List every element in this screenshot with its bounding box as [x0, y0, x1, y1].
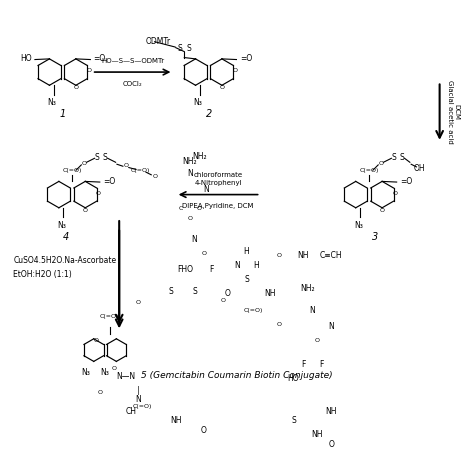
Text: H: H [244, 246, 249, 255]
Text: EtOH:H2O (1:1): EtOH:H2O (1:1) [13, 270, 72, 279]
Text: O: O [380, 208, 384, 213]
Text: O: O [201, 426, 207, 435]
Text: NH: NH [326, 407, 337, 416]
Text: CuSO4.5H2O.Na-Ascorbate: CuSO4.5H2O.Na-Ascorbate [13, 256, 116, 265]
Text: N₃: N₃ [81, 368, 90, 377]
Text: C(=O): C(=O) [244, 308, 263, 312]
Text: N₃: N₃ [48, 99, 56, 108]
Text: S: S [400, 153, 404, 162]
Text: C(=O): C(=O) [133, 404, 153, 409]
Text: S: S [103, 153, 108, 162]
Text: O: O [136, 301, 141, 305]
Text: NH: NH [311, 430, 323, 439]
Text: C(=O): C(=O) [63, 168, 82, 173]
Text: O: O [73, 85, 78, 91]
Text: S: S [95, 153, 100, 162]
Text: 2: 2 [206, 109, 212, 119]
Text: N₃: N₃ [57, 221, 66, 230]
Text: S: S [192, 287, 197, 296]
Text: O: O [83, 208, 88, 213]
Text: =O: =O [94, 55, 106, 64]
Text: N: N [187, 169, 193, 178]
Text: OH: OH [413, 164, 425, 173]
Text: O: O [187, 216, 192, 221]
Text: HO—S—S—ODMTr: HO—S—S—ODMTr [101, 57, 164, 64]
Text: O: O [197, 206, 202, 211]
Text: F: F [319, 360, 324, 369]
Text: NH₂: NH₂ [301, 284, 315, 293]
Text: N₃: N₃ [100, 368, 109, 377]
Text: O: O [112, 366, 117, 372]
Text: NH: NH [170, 416, 182, 425]
Text: 4: 4 [63, 231, 69, 242]
Text: S: S [177, 44, 182, 53]
Text: N: N [328, 322, 334, 331]
Text: 1: 1 [60, 109, 66, 119]
Text: =O: =O [240, 55, 252, 64]
Text: S: S [392, 153, 396, 162]
Text: =O: =O [400, 177, 412, 186]
Text: N₃: N₃ [194, 99, 202, 108]
Text: S: S [244, 275, 249, 284]
Text: H: H [253, 261, 259, 270]
Text: O: O [378, 161, 383, 166]
Text: O: O [233, 68, 237, 73]
Text: O: O [96, 191, 101, 196]
Text: DIPEA,Pyridine, DCM: DIPEA,Pyridine, DCM [182, 203, 254, 209]
Text: S: S [291, 416, 296, 425]
Text: O: O [328, 440, 334, 449]
Text: HO: HO [21, 55, 32, 64]
Text: O: O [277, 322, 282, 327]
Text: O: O [220, 298, 225, 303]
Text: =O: =O [103, 177, 115, 186]
Text: NH: NH [264, 289, 276, 298]
Text: N₃: N₃ [354, 221, 363, 230]
Text: N: N [234, 261, 240, 270]
Text: C(=O): C(=O) [131, 168, 150, 173]
Text: CH: CH [126, 407, 137, 416]
Text: |: | [137, 386, 139, 395]
Text: O: O [393, 191, 398, 196]
Text: 3: 3 [373, 231, 379, 242]
Text: DCM: DCM [454, 104, 460, 120]
Text: HO: HO [288, 374, 300, 383]
Text: C(=O): C(=O) [100, 314, 119, 319]
Text: F: F [301, 360, 305, 369]
Text: O: O [315, 338, 319, 343]
Text: NH₂: NH₂ [182, 157, 197, 166]
Text: O: O [124, 163, 128, 168]
Text: O: O [87, 68, 91, 73]
Text: O: O [225, 289, 230, 298]
Text: O: O [82, 161, 86, 166]
Text: C(=O): C(=O) [359, 168, 379, 173]
Text: N: N [310, 306, 315, 315]
Text: O: O [98, 390, 103, 395]
Text: S: S [187, 44, 191, 53]
Text: O: O [219, 85, 224, 91]
Text: N: N [203, 185, 209, 194]
Text: O: O [153, 173, 158, 179]
Text: N: N [191, 235, 198, 244]
Text: N—N: N—N [117, 372, 136, 381]
Text: NH₂: NH₂ [192, 153, 207, 161]
Text: F: F [209, 265, 213, 274]
Text: NH: NH [297, 251, 309, 260]
Text: C≡CH: C≡CH [320, 251, 343, 260]
Text: S: S [169, 287, 173, 296]
Text: 4-Nitrophenyl: 4-Nitrophenyl [194, 180, 242, 186]
Text: ODMTr: ODMTr [146, 37, 171, 46]
Text: O: O [93, 338, 98, 343]
Text: chloroformate: chloroformate [193, 172, 243, 178]
Text: C: C [178, 206, 182, 211]
Text: COCl₂: COCl₂ [123, 81, 142, 87]
Text: O: O [277, 253, 282, 258]
Text: 5 (Gemcitabin Coumarin Biotin Conjugate): 5 (Gemcitabin Coumarin Biotin Conjugate) [141, 371, 333, 380]
Text: O: O [201, 251, 207, 256]
Text: N: N [135, 395, 141, 404]
Text: Glacial acetic acid: Glacial acetic acid [447, 80, 453, 144]
Text: FHO: FHO [177, 265, 193, 274]
